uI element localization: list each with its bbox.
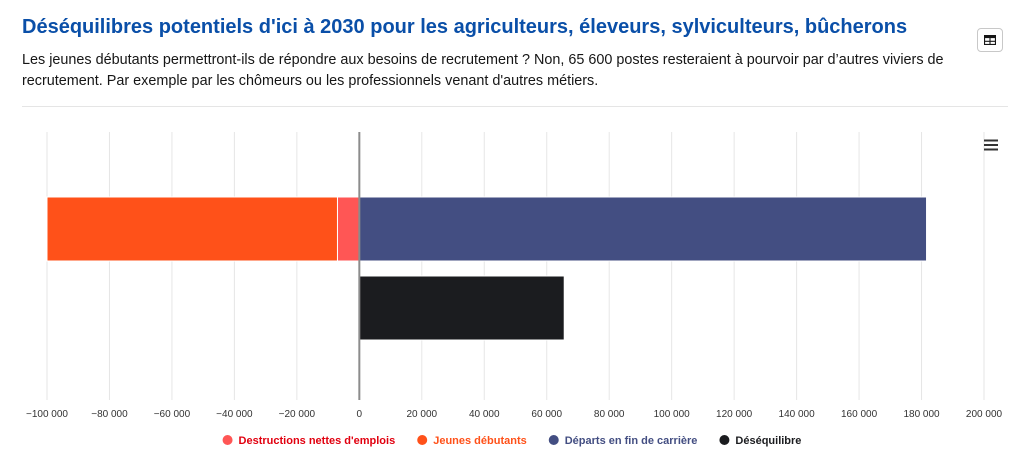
legend-item[interactable]: Déséquilibre bbox=[719, 435, 801, 447]
bar-segment[interactable] bbox=[336, 196, 360, 262]
legend-label: Destructions nettes d'emplois bbox=[239, 435, 396, 447]
x-tick-label: 100 000 bbox=[654, 409, 691, 420]
x-axis-tick-labels: −100 000 −80 000 −60 000 −40 000 −20 000 0 20 … bbox=[26, 409, 1003, 420]
x-tick-label: −40 000 bbox=[216, 409, 253, 420]
hamburger-menu-icon bbox=[984, 139, 998, 151]
legend-marker bbox=[417, 435, 428, 445]
legend-item[interactable]: Destructions nettes d'emplois bbox=[222, 435, 396, 447]
chart-menu-button[interactable] bbox=[980, 136, 1002, 154]
legend-item[interactable]: Jeunes débutants bbox=[417, 435, 527, 447]
legend-marker bbox=[719, 435, 730, 445]
x-tick-label: 140 000 bbox=[779, 409, 816, 420]
x-tick-label: 180 000 bbox=[903, 409, 940, 420]
legend-label: Jeunes débutants bbox=[433, 435, 527, 447]
x-tick-label: 20 000 bbox=[407, 409, 438, 420]
header-divider bbox=[22, 106, 1008, 107]
x-tick-label: −60 000 bbox=[154, 409, 191, 420]
bars bbox=[46, 196, 928, 341]
bar-segment[interactable] bbox=[46, 196, 338, 262]
table-icon bbox=[984, 35, 996, 45]
x-tick-label: 160 000 bbox=[841, 409, 878, 420]
chart-title: Déséquilibres potentiels d'ici à 2030 po… bbox=[22, 16, 908, 38]
x-tick-label: 120 000 bbox=[716, 409, 753, 420]
legend-item[interactable]: Départs en fin de carrière bbox=[548, 435, 698, 447]
bar-segment[interactable] bbox=[358, 196, 928, 262]
legend-marker bbox=[548, 435, 559, 445]
x-tick-label: 80 000 bbox=[594, 409, 625, 420]
legend: Destructions nettes d'emplois Jeunes débu… bbox=[222, 435, 801, 447]
legend-label: Déséquilibre bbox=[735, 435, 801, 447]
x-tick-label: −100 000 bbox=[26, 409, 68, 420]
legend-label: Départs en fin de carrière bbox=[565, 435, 698, 447]
x-tick-label: 0 bbox=[357, 409, 363, 420]
chart-subtitle: Les jeunes débutants permettront-ils de … bbox=[22, 52, 944, 89]
x-tick-label: 60 000 bbox=[531, 409, 562, 420]
x-tick-label: 40 000 bbox=[469, 409, 500, 420]
x-tick-label: 200 000 bbox=[966, 409, 1003, 420]
bar-segment[interactable] bbox=[358, 275, 565, 341]
view-table-button[interactable] bbox=[977, 28, 1003, 52]
x-tick-label: −20 000 bbox=[279, 409, 316, 420]
x-tick-label: −80 000 bbox=[91, 409, 128, 420]
grid-lines bbox=[46, 132, 985, 400]
legend-marker bbox=[222, 435, 233, 445]
